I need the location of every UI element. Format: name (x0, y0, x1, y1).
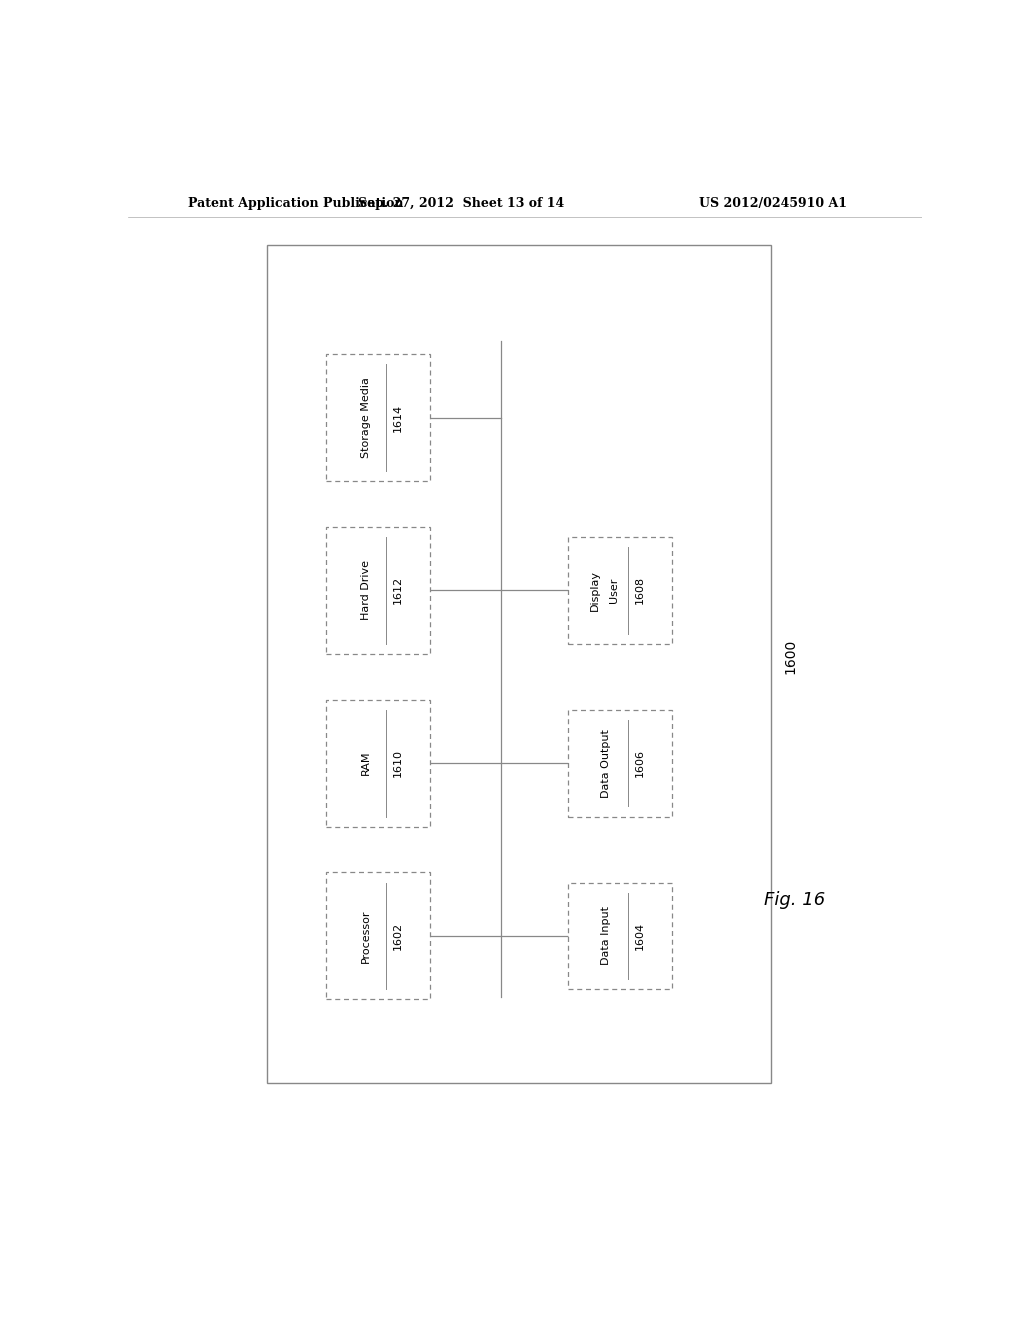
Text: Processor: Processor (361, 909, 371, 962)
Text: 1606: 1606 (635, 750, 645, 777)
Text: 1608: 1608 (635, 577, 645, 605)
Bar (568, 537, 672, 644)
Text: Data Output: Data Output (601, 729, 610, 797)
Bar (267, 244, 771, 1084)
Bar (327, 700, 430, 826)
Text: Sep. 27, 2012  Sheet 13 of 14: Sep. 27, 2012 Sheet 13 of 14 (358, 197, 564, 210)
Text: 1604: 1604 (635, 921, 645, 950)
Text: 1612: 1612 (393, 577, 402, 605)
Text: US 2012/0245910 A1: US 2012/0245910 A1 (699, 197, 848, 210)
Text: RAM: RAM (361, 751, 371, 775)
Bar (327, 873, 430, 999)
Text: 1602: 1602 (393, 921, 402, 950)
Text: Patent Application Publication: Patent Application Publication (187, 197, 403, 210)
Bar (568, 710, 672, 817)
Bar (327, 527, 430, 653)
Text: User: User (608, 578, 618, 603)
Text: Storage Media: Storage Media (361, 378, 371, 458)
Text: Data Input: Data Input (601, 907, 610, 965)
Text: Display: Display (590, 570, 600, 611)
Text: Hard Drive: Hard Drive (361, 561, 371, 620)
Bar (327, 354, 430, 480)
Text: 1600: 1600 (783, 639, 798, 675)
Text: Fig. 16: Fig. 16 (764, 891, 825, 909)
Bar (568, 883, 672, 989)
Text: 1614: 1614 (393, 404, 402, 432)
Text: 1610: 1610 (393, 750, 402, 777)
